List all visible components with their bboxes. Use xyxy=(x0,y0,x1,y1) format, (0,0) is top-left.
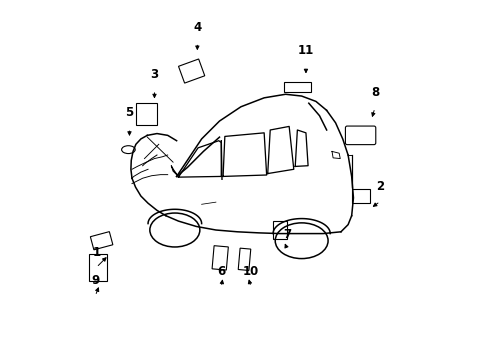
Text: 2: 2 xyxy=(375,180,384,193)
Bar xyxy=(238,248,250,270)
Bar xyxy=(212,246,228,270)
Bar xyxy=(90,231,113,250)
Text: 8: 8 xyxy=(370,86,378,99)
Bar xyxy=(284,82,310,93)
Text: 6: 6 xyxy=(217,265,225,278)
Text: 3: 3 xyxy=(150,68,158,81)
Text: 11: 11 xyxy=(297,45,313,58)
Bar xyxy=(135,103,157,125)
Text: 7: 7 xyxy=(283,228,291,241)
Text: 10: 10 xyxy=(243,265,259,278)
Bar xyxy=(88,254,107,281)
Text: 5: 5 xyxy=(125,106,133,119)
Text: 1: 1 xyxy=(92,246,100,258)
Bar xyxy=(272,221,287,239)
Text: 4: 4 xyxy=(193,21,201,33)
Bar xyxy=(351,189,369,203)
Text: 9: 9 xyxy=(91,274,99,287)
Bar xyxy=(178,59,204,83)
